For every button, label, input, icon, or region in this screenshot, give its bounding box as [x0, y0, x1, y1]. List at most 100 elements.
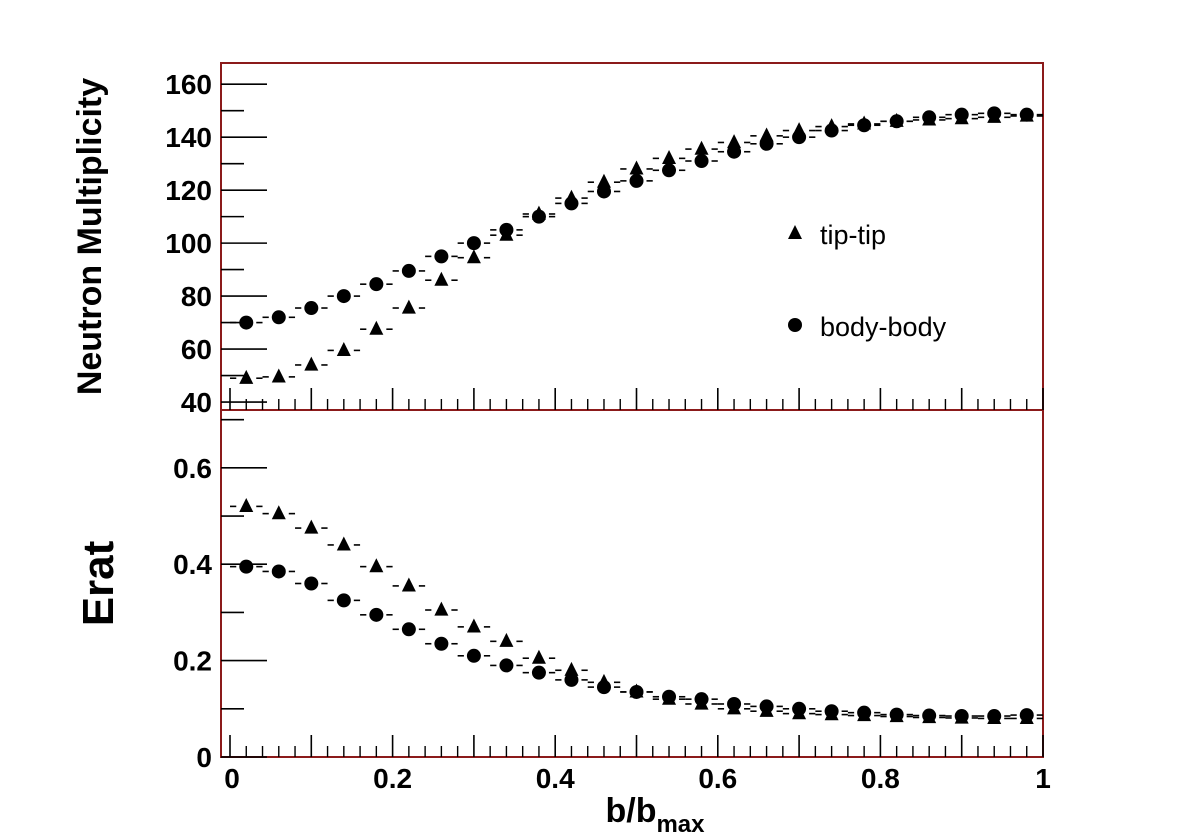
data-point-body-body: [401, 622, 416, 637]
data-point-body-body: [499, 658, 514, 673]
data-point-body-body: [369, 607, 384, 622]
data-point-body-body: [304, 576, 319, 591]
y-tick-label-top: 140: [165, 122, 212, 153]
legend-label-body-body: body-body: [820, 312, 947, 342]
data-markers: [239, 106, 1034, 725]
x-axis-title: b/bmax: [605, 792, 705, 838]
data-point-body-body: [401, 263, 416, 278]
data-point-body-body: [434, 636, 449, 651]
y-axis-title-top: Neutron Multiplicity: [71, 78, 109, 395]
data-point-body-body: [596, 184, 611, 199]
data-point-tip-tip: [336, 342, 351, 357]
data-point-body-body: [857, 705, 872, 720]
data-point-body-body: [239, 315, 254, 330]
data-point-tip-tip: [304, 519, 319, 534]
y-tick-label-bottom: 0.2: [173, 646, 212, 677]
data-point-body-body: [792, 130, 807, 145]
data-point-body-body: [434, 249, 449, 264]
legend: tip-tip body-body: [788, 220, 947, 342]
data-point-body-body: [531, 209, 546, 224]
data-point-body-body: [824, 704, 839, 719]
x-tick-label: 1: [1035, 763, 1051, 794]
data-point-body-body: [1019, 107, 1034, 122]
panel-frame-bottom: [220, 409, 1044, 758]
data-point-body-body: [922, 708, 937, 723]
legend-marker-body-body: [788, 318, 802, 332]
y-tick-label-top: 40: [181, 387, 212, 418]
x-tick-label: 0.2: [373, 763, 412, 794]
data-point-tip-tip: [239, 497, 254, 512]
y-axis-title-bottom: Erat: [74, 540, 123, 626]
data-point-body-body: [889, 114, 904, 129]
error-bars: [230, 112, 1043, 720]
x-tick-label: 0.4: [536, 763, 575, 794]
x-axis-title-main: b/b: [605, 792, 656, 830]
data-point-body-body: [694, 154, 709, 169]
y-tick-label-top: 160: [165, 69, 212, 100]
data-point-tip-tip: [401, 299, 416, 314]
data-point-body-body: [466, 648, 481, 663]
x-tick-label: 0.6: [698, 763, 737, 794]
data-point-body-body: [564, 672, 579, 687]
data-point-body-body: [987, 709, 1002, 724]
data-point-body-body: [304, 301, 319, 316]
data-point-body-body: [727, 696, 742, 711]
data-point-tip-tip: [271, 368, 286, 383]
data-point-body-body: [694, 692, 709, 707]
data-point-body-body: [922, 110, 937, 125]
y-tick-label-top: 120: [165, 175, 212, 206]
data-point-tip-tip: [499, 632, 514, 647]
data-point-body-body: [954, 709, 969, 724]
y-tick-label-bottom: 0.4: [173, 549, 212, 580]
panel-frames: [220, 62, 1044, 758]
data-point-tip-tip: [434, 271, 449, 286]
data-point-tip-tip: [694, 140, 709, 155]
legend-label-tip-tip: tip-tip: [820, 220, 886, 250]
y-tick-label-bottom: 0.6: [173, 453, 212, 484]
data-point-body-body: [336, 593, 351, 608]
x-axis-title-subscript: max: [656, 811, 705, 838]
data-point-body-body: [629, 173, 644, 188]
data-point-tip-tip: [239, 369, 254, 384]
y-tick-label-top: 80: [181, 281, 212, 312]
data-point-tip-tip: [369, 320, 384, 335]
panel-frame-top: [220, 62, 1044, 411]
data-point-body-body: [792, 701, 807, 716]
data-point-body-body: [239, 559, 254, 574]
data-point-tip-tip: [401, 577, 416, 592]
data-point-tip-tip: [662, 149, 677, 164]
legend-marker-tip-tip: [788, 225, 802, 239]
data-point-body-body: [987, 106, 1002, 121]
data-point-body-body: [759, 136, 774, 151]
axis-titles: Neutron Multiplicity Erat b/bmax: [71, 78, 705, 838]
y-tick-label-top: 100: [165, 228, 212, 259]
data-point-body-body: [857, 118, 872, 133]
data-point-tip-tip: [369, 558, 384, 573]
tick-labels: 40 60 80 100 120 140 160 0 0.2 0.4 0.6 0 0.2 0.4 0.6 0.…: [165, 69, 1051, 794]
data-point-tip-tip: [304, 356, 319, 371]
data-point-tip-tip: [466, 618, 481, 633]
data-point-body-body: [499, 222, 514, 237]
data-point-body-body: [954, 107, 969, 122]
data-point-body-body: [596, 680, 611, 695]
data-point-body-body: [629, 684, 644, 699]
data-point-tip-tip: [434, 601, 449, 616]
data-point-body-body: [727, 144, 742, 159]
data-point-tip-tip: [596, 173, 611, 188]
data-point-tip-tip: [271, 505, 286, 520]
y-tick-label-bottom: 0: [196, 742, 212, 773]
data-point-body-body: [369, 277, 384, 292]
data-point-body-body: [466, 236, 481, 251]
data-point-body-body: [662, 689, 677, 704]
data-point-body-body: [1019, 708, 1034, 723]
data-point-tip-tip: [466, 249, 481, 264]
x-tick-label: 0: [224, 763, 240, 794]
data-point-body-body: [662, 163, 677, 178]
data-point-tip-tip: [564, 661, 579, 676]
data-point-body-body: [271, 564, 286, 579]
data-point-tip-tip: [629, 160, 644, 175]
y-tick-label-top: 60: [181, 334, 212, 365]
data-point-tip-tip: [336, 536, 351, 551]
data-point-body-body: [759, 699, 774, 714]
